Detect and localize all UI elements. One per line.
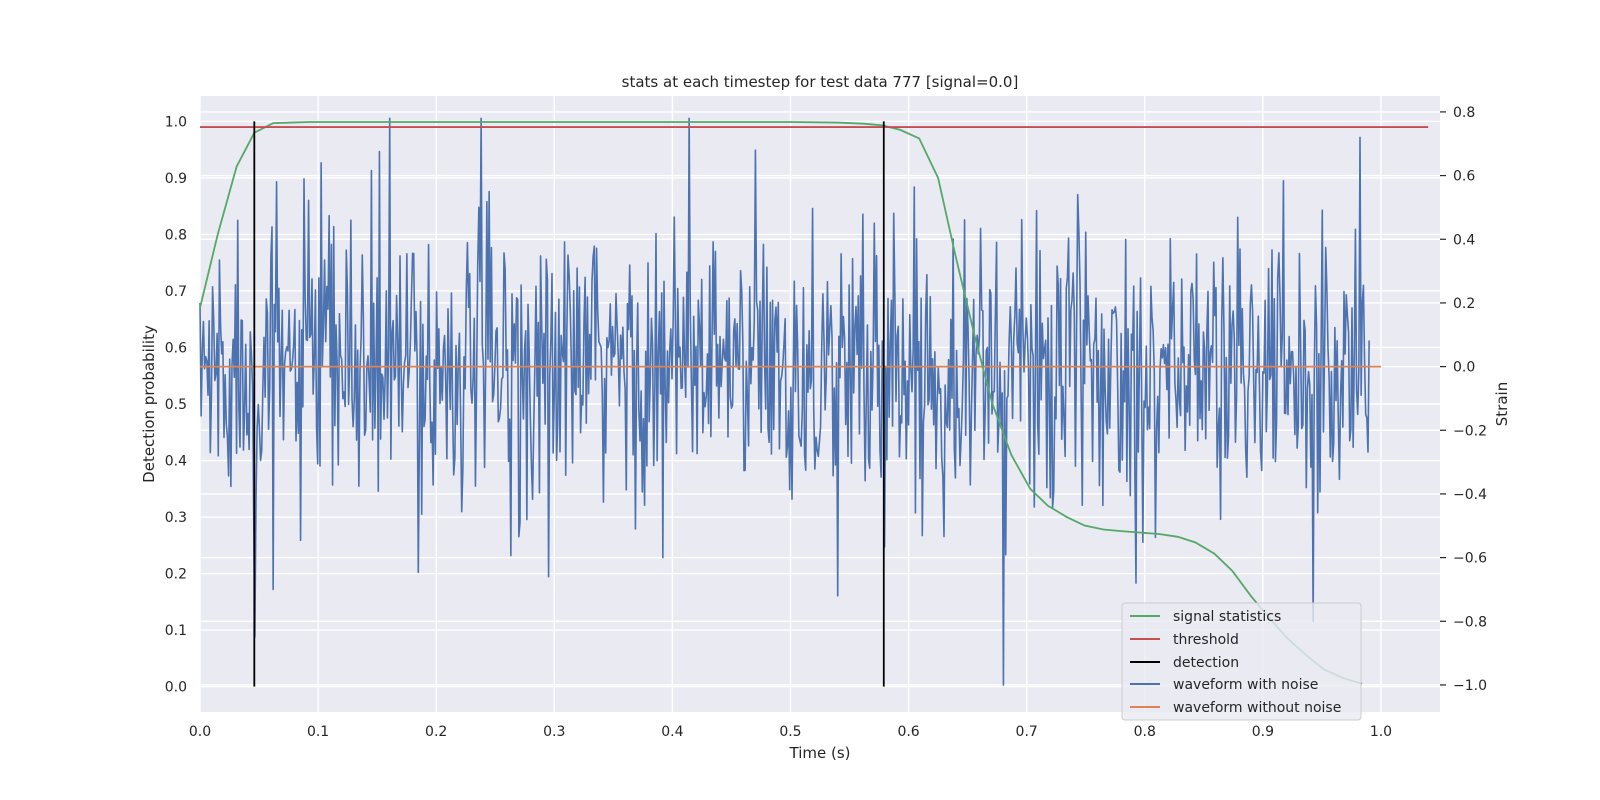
y-tick-label: 0.8 bbox=[165, 227, 187, 243]
y2-axis-title: Strain bbox=[1493, 382, 1511, 426]
x-axis-title: Time (s) bbox=[789, 744, 851, 762]
y2-tick-label: 0.2 bbox=[1453, 296, 1475, 312]
x-axis-ticks: 0.0 0.1 0.2 0.3 0.4 0.5 0.6 0.7 0.8 0.9 1.0 bbox=[189, 724, 1392, 740]
y-tick-label: 0.9 bbox=[165, 171, 187, 187]
y2-tick-label: 0.8 bbox=[1453, 105, 1475, 121]
y-tick-label: 0.5 bbox=[165, 397, 187, 413]
series-signal-statistics bbox=[199, 121, 1363, 685]
y2-tick-label: −0.8 bbox=[1453, 614, 1487, 630]
y2-tick-label: −0.2 bbox=[1453, 423, 1487, 439]
y-tick-label: 0.2 bbox=[165, 567, 187, 583]
legend: signal statistics threshold detection wa… bbox=[1121, 602, 1362, 721]
y-tick-label: 0.1 bbox=[165, 623, 187, 639]
y-tick-label: 0.3 bbox=[165, 510, 187, 526]
series-waveform-with-noise bbox=[199, 117, 1370, 686]
x-tick-label: 0.7 bbox=[1016, 724, 1038, 740]
legend-label-signal: signal statistics bbox=[1173, 609, 1281, 625]
x-tick-label: 0.2 bbox=[425, 724, 447, 740]
legend-label-noise: waveform with noise bbox=[1173, 677, 1318, 693]
left-y-axis-ticks: 0.0 0.1 0.2 0.3 0.4 0.5 0.6 0.7 0.8 0.9 1.0 bbox=[165, 114, 187, 695]
x-tick-label: 0.8 bbox=[1134, 724, 1156, 740]
x-tick-label: 0.1 bbox=[307, 724, 329, 740]
series-layer bbox=[199, 117, 1429, 687]
x-tick-label: 0.6 bbox=[897, 724, 919, 740]
x-tick-label: 0.0 bbox=[189, 724, 211, 740]
x-tick-label: 0.3 bbox=[543, 724, 565, 740]
y-tick-label: 0.7 bbox=[165, 284, 187, 300]
legend-label-detection: detection bbox=[1173, 655, 1239, 671]
y2-tick-label: 0.0 bbox=[1453, 360, 1475, 376]
y-tick-label: 0.0 bbox=[165, 680, 187, 696]
y2-tick-label: −1.0 bbox=[1453, 678, 1487, 694]
y-tick-label: 0.4 bbox=[165, 454, 187, 470]
y2-tick-label: −0.6 bbox=[1453, 551, 1487, 567]
y2-tick-label: −0.4 bbox=[1453, 487, 1487, 503]
x-tick-label: 0.9 bbox=[1252, 724, 1274, 740]
y2-tick-label: 0.4 bbox=[1453, 232, 1475, 248]
right-y-axis-ticks: −1.0 −0.8 −0.6 −0.4 −0.2 0.0 0.2 0.4 0.6 0.8 bbox=[1440, 105, 1487, 694]
chart-title: stats at each timestep for test data 777… bbox=[622, 73, 1019, 91]
y-axis-title: Detection probability bbox=[140, 325, 158, 483]
x-tick-label: 0.4 bbox=[661, 724, 683, 740]
legend-box bbox=[1121, 602, 1362, 721]
x-tick-label: 1.0 bbox=[1370, 724, 1392, 740]
x-tick-label: 0.5 bbox=[779, 724, 801, 740]
y2-tick-label: 0.6 bbox=[1453, 169, 1475, 185]
legend-label-threshold: threshold bbox=[1173, 632, 1239, 648]
y-tick-label: 1.0 bbox=[165, 114, 187, 130]
y-tick-label: 0.6 bbox=[165, 340, 187, 356]
legend-label-clean: waveform without noise bbox=[1173, 700, 1341, 716]
